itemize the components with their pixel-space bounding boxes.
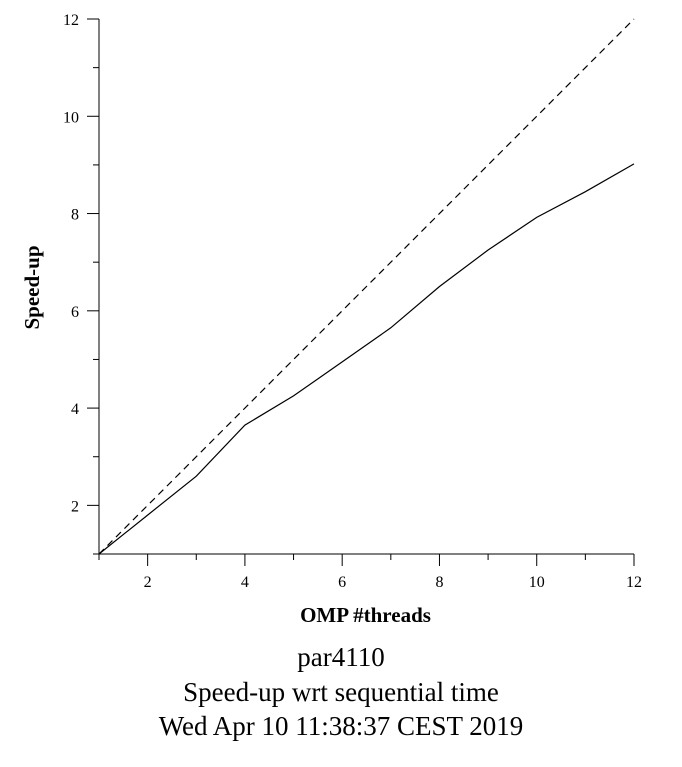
axes: 2 4 6 8 10 12 2 4 6 8 10 12 — [63, 12, 642, 591]
measured-speedup-line — [98, 163, 635, 555]
y-tick-label: 8 — [71, 207, 79, 224]
x-tick-label: 2 — [144, 574, 152, 591]
ideal-speedup-line — [98, 18, 635, 555]
y-tick-label: 10 — [63, 109, 79, 126]
x-axis-title: OMP #threads — [300, 603, 431, 627]
x-tick-label: 8 — [435, 574, 443, 591]
chart-title-line-1: par4110 — [297, 642, 385, 672]
x-tick-label: 10 — [529, 574, 545, 591]
series-layer — [98, 18, 635, 555]
y-tick-label: 2 — [71, 498, 79, 515]
chart-title-line-3: Wed Apr 10 11:38:37 CEST 2019 — [158, 711, 524, 741]
y-tick-label: 4 — [71, 401, 79, 418]
x-tick-label: 6 — [338, 574, 346, 591]
chart-title-line-2: Speed-up wrt sequential time — [183, 677, 499, 707]
x-tick-label: 4 — [241, 574, 249, 591]
y-tick-label: 12 — [63, 12, 79, 29]
x-tick-label: 12 — [626, 574, 642, 591]
y-axis-title: Speed-up — [20, 245, 44, 329]
speedup-chart: 2 4 6 8 10 12 2 4 6 8 10 12 OMP #threads Speed-up — [20, 12, 642, 627]
y-tick-label: 6 — [71, 304, 79, 321]
